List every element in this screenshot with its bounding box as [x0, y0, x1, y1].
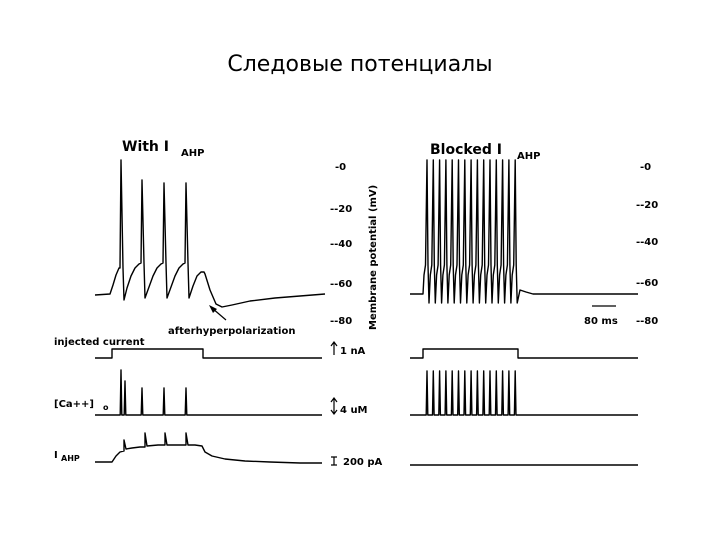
tick-right-2: --40 [636, 237, 658, 248]
tick-right-3: --60 [636, 278, 658, 289]
membrane-trace-with-iahp [94, 159, 326, 308]
scale-marker-current [330, 341, 338, 355]
scale-marker-calcium [330, 397, 338, 415]
right-panel-title: Blocked I [430, 142, 502, 158]
tick-left-1: --20 [330, 204, 352, 215]
axis-label-membrane-potential: Membrane potential (mV) [368, 185, 379, 330]
calcium-trace-right [410, 370, 638, 416]
scale-marker-iahp [331, 456, 337, 466]
injected-current-trace-left [95, 348, 322, 359]
left-panel-title-sub: AHP [181, 148, 204, 159]
row-label-calcium: [Ca++] [54, 399, 94, 410]
iahp-trace-left [95, 432, 322, 464]
scale-label-iahp: 200 pA [343, 457, 383, 468]
membrane-trace-blocked-iahp [410, 159, 638, 304]
row-label-iahp: I [54, 450, 58, 461]
right-panel-title-sub: AHP [517, 151, 540, 162]
tick-right-1: --20 [636, 200, 658, 211]
row-label-iahp-sub: AHP [61, 454, 80, 463]
row-label-injected-current: injected current [54, 337, 145, 348]
tick-left-2: --40 [330, 239, 352, 250]
tick-left-3: --60 [330, 279, 352, 290]
scale-label-calcium: 4 uM [340, 405, 368, 416]
slide-title: Следовые потенциалы [227, 52, 493, 77]
row-label-calcium-sub: o [103, 403, 109, 412]
tick-right-0: -0 [640, 162, 651, 173]
tick-right-4: --80 [636, 316, 658, 327]
scale-bar-label: 80 ms [584, 316, 618, 327]
afterhyperpolarization-label: afterhyperpolarization [168, 326, 295, 337]
tick-left-4: --80 [330, 316, 352, 327]
scale-label-current: 1 nA [340, 346, 366, 357]
tick-left-0: -0 [335, 162, 346, 173]
calcium-trace-left [95, 369, 322, 416]
afterhyperpolarization-arrow-head [209, 305, 217, 313]
left-panel-title: With I [122, 139, 169, 155]
injected-current-trace-right [410, 348, 638, 359]
